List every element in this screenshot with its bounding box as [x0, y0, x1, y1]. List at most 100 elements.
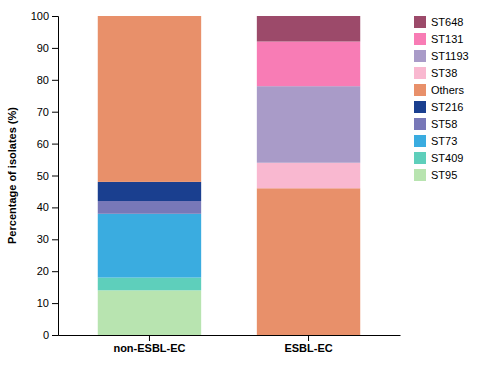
plot: 0 10 20 30 40 50 60 70 80 90 100 non-ESBL-EC ESBL-EC [31, 10, 401, 354]
bar [257, 42, 360, 87]
legend-entry: Others [414, 84, 465, 96]
legend-label: ST648 [431, 16, 463, 28]
legend-entry: ST58 [414, 118, 457, 130]
y-tick: 100 [31, 10, 58, 22]
y-tick-label: 20 [37, 265, 49, 277]
legend-swatch [414, 33, 426, 45]
legend-label: ST58 [431, 118, 457, 130]
y-tick-mark [52, 271, 58, 272]
y-tick: 0 [43, 329, 58, 341]
y-tick-mark [52, 16, 58, 17]
y-tick-mark [52, 303, 58, 304]
series [257, 16, 360, 42]
legend-swatch [414, 152, 426, 164]
y-tick-label: 80 [37, 74, 49, 86]
legend-entry: ST131 [414, 33, 463, 45]
y-tick: 10 [37, 297, 58, 309]
series [98, 16, 360, 335]
y-tick: 80 [37, 74, 58, 86]
legend-swatch [414, 101, 426, 113]
x-tick-mark [308, 335, 309, 341]
bar [98, 16, 201, 182]
y-tick: 30 [37, 233, 58, 245]
bar [98, 16, 201, 17]
legend-entry: ST1193 [414, 50, 469, 62]
chart: 0 10 20 30 40 50 60 70 80 90 100 non-ESBL-EC ESBL-EC… [0, 0, 500, 369]
bar [98, 16, 201, 17]
legend: ST648 ST131 ST1193 ST38 Others ST216 ST58 ST73 S… [414, 16, 469, 181]
y-tick: 90 [37, 42, 58, 54]
y-tick-label: 100 [31, 10, 49, 22]
x-axis-line [59, 335, 401, 336]
y-axis-title: Percentage of isolates (%) [6, 107, 18, 244]
legend-label: ST409 [431, 152, 463, 164]
bar [98, 16, 201, 17]
y-tick-mark [52, 207, 58, 208]
legend-entry: ST216 [414, 101, 463, 113]
x-tick-label: non-ESBL-EC [113, 342, 185, 354]
y-tick-label: 10 [37, 297, 49, 309]
legend-swatch [414, 50, 426, 62]
legend-swatch [414, 118, 426, 130]
legend-swatch [414, 67, 426, 79]
series [257, 42, 360, 87]
series [98, 214, 201, 278]
legend-entry: ST38 [414, 67, 457, 79]
y-tick-mark [52, 239, 58, 240]
bar [257, 188, 360, 335]
series [257, 163, 360, 189]
y-tick-mark [52, 144, 58, 145]
bar [98, 182, 201, 201]
y-tick: 20 [37, 265, 58, 277]
bar [257, 16, 360, 42]
bar [98, 201, 201, 214]
x-axis: non-ESBL-EC ESBL-EC [59, 335, 401, 354]
y-tick-mark [52, 80, 58, 81]
y-tick-mark [52, 335, 58, 336]
legend-label: ST216 [431, 101, 463, 113]
bar [98, 278, 201, 291]
legend-entry: ST648 [414, 16, 463, 28]
legend-entry: ST73 [414, 135, 457, 147]
y-tick-mark [52, 112, 58, 113]
legend-entry: ST409 [414, 152, 463, 164]
y-tick: 50 [37, 170, 58, 182]
y-tick-label: 70 [37, 106, 49, 118]
bars [98, 16, 360, 335]
legend-swatch [414, 169, 426, 181]
y-tick: 70 [37, 106, 58, 118]
series [98, 278, 201, 291]
bar [98, 16, 201, 17]
bar [257, 86, 360, 163]
series [257, 86, 360, 163]
y-tick-label: 50 [37, 170, 49, 182]
bar [98, 290, 201, 335]
y-tick-label: 40 [37, 201, 49, 213]
x-tick-mark [149, 335, 150, 341]
y-tick-label: 0 [43, 329, 49, 341]
y-tick-label: 60 [37, 138, 49, 150]
legend-label: ST95 [431, 169, 457, 181]
y-tick: 60 [37, 138, 58, 150]
legend-swatch [414, 84, 426, 96]
series [98, 182, 201, 201]
series [98, 290, 201, 335]
legend-swatch [414, 135, 426, 147]
y-tick-label: 30 [37, 233, 49, 245]
legend-label: ST131 [431, 33, 463, 45]
legend-entry: ST95 [414, 169, 457, 181]
y-tick-label: 90 [37, 42, 49, 54]
y-tick: 40 [37, 201, 58, 213]
x-tick: ESBL-EC [284, 335, 332, 354]
x-tick-label: ESBL-EC [284, 342, 332, 354]
x-tick: non-ESBL-EC [113, 335, 185, 354]
y-tick-mark [52, 176, 58, 177]
legend-label: ST73 [431, 135, 457, 147]
y-axis: 0 10 20 30 40 50 60 70 80 90 100 [31, 10, 59, 341]
y-axis-line [52, 17, 59, 336]
legend-label: Others [431, 84, 465, 96]
y-tick-mark [52, 48, 58, 49]
legend-swatch [414, 16, 426, 28]
legend-label: ST1193 [431, 50, 469, 62]
bar [98, 214, 201, 278]
